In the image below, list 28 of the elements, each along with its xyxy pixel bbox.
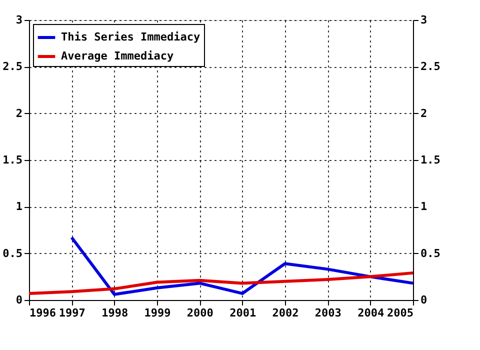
x-tick-label: 1996 <box>30 306 56 320</box>
x-tick-label: 2003 <box>314 306 342 320</box>
x-tick-label: 2005 <box>387 306 414 320</box>
legend-label: This Series Immediacy <box>61 30 200 44</box>
x-tick-label: 1998 <box>102 306 128 320</box>
line-series <box>70 236 414 296</box>
y-tick-label: 1.5 <box>2 154 22 166</box>
legend-label: Average Immediacy <box>61 50 174 62</box>
x-tick-label: 2004 <box>358 306 384 320</box>
y-tick-label: 0 <box>16 294 22 306</box>
line-series <box>28 271 414 295</box>
y-tick-label: 3 <box>16 14 22 26</box>
y2-tick-label: 1 <box>420 200 428 214</box>
y2-tick-label: 2.5 <box>420 60 440 74</box>
y-tick-label: 2 <box>16 106 22 120</box>
y2-tick-label: 0 <box>420 294 428 306</box>
y2-tick-label: 0.5 <box>420 246 440 260</box>
x-tick-label: 1997 <box>58 306 86 320</box>
x-tick-label: 2001 <box>230 306 256 320</box>
x-tick-label: 2002 <box>272 306 299 320</box>
y-tick-label: 1 <box>16 200 23 214</box>
y2-tick-label: 1.5 <box>420 154 440 166</box>
x-tick-label: 1999 <box>144 306 171 320</box>
x-tick-label: 2000 <box>186 306 214 320</box>
y-tick-label: 2.5 <box>2 60 22 74</box>
y2-tick-label: 3 <box>420 14 428 26</box>
y2-tick-label: 2 <box>420 106 428 120</box>
y-tick-label: 0.5 <box>2 246 22 260</box>
